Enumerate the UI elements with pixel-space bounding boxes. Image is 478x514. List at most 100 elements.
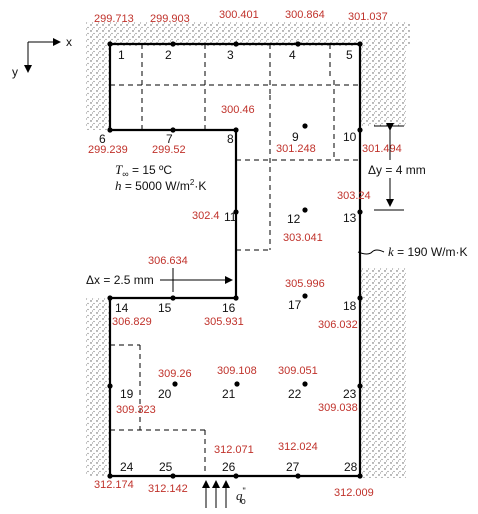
- node-temp-25: 312.142: [148, 483, 188, 495]
- node-label-6: 6: [99, 132, 106, 146]
- insulation-left-top: [86, 22, 110, 130]
- node-label-28: 28: [344, 460, 358, 474]
- node-temp-26: 312.071: [214, 444, 254, 456]
- node-label-19: 19: [120, 387, 134, 401]
- node-dot-19: [107, 383, 113, 389]
- node-label-11: 11: [224, 210, 237, 224]
- node-temp-7: 299.52: [152, 144, 186, 156]
- node-temp-3: 300.401: [219, 9, 259, 21]
- delta-y-label: Δy = 4 mm: [368, 163, 426, 177]
- node-dot-20: [172, 381, 178, 387]
- node-label-14: 14: [115, 301, 129, 315]
- t-infinity-label: T∞ = 15 ºC: [115, 162, 172, 179]
- node-label-24: 24: [120, 460, 134, 474]
- node-dot-27: [295, 473, 301, 479]
- delta-y-dimension: Δy = 4 mm: [368, 123, 426, 211]
- conductivity-annotation: k = 190 W/m·K: [357, 244, 467, 259]
- node-dot-5: [357, 41, 363, 47]
- heat-flux-label: q" o: [236, 486, 246, 506]
- node-temp-2: 299.903: [150, 13, 190, 25]
- node-temp-4: 300.864: [285, 9, 325, 21]
- node-label-26: 26: [222, 460, 236, 474]
- insulation-left-bottom: [86, 298, 110, 476]
- node-label-22: 22: [288, 387, 302, 401]
- heat-flux-annotation: q" o: [202, 480, 246, 508]
- node-dot-22: [302, 381, 308, 387]
- node-temp-19: 309.323: [116, 404, 156, 416]
- node-label-9: 9: [292, 130, 299, 144]
- node-temp-8: 300.46: [221, 104, 255, 116]
- node-label-21: 21: [222, 387, 236, 401]
- node-dot-8: [233, 127, 239, 133]
- node-dot-25: [170, 473, 176, 479]
- node-temp-17: 305.996: [285, 278, 325, 290]
- node-dot-10: [357, 127, 363, 133]
- node-label-3: 3: [227, 48, 234, 62]
- node-dot-11: [233, 209, 239, 215]
- node-label-2: 2: [165, 48, 172, 62]
- node-label-5: 5: [346, 48, 353, 62]
- insulation-right-bottom: [360, 268, 406, 478]
- node-dot-4: [295, 41, 301, 47]
- node-temp-10: 301.494: [362, 143, 402, 155]
- node-temp-14: 306.829: [112, 316, 152, 328]
- node-label-25: 25: [159, 460, 173, 474]
- node-temp-23: 309.038: [318, 402, 358, 414]
- node-dot-12: [302, 207, 308, 213]
- node-temp-24: 312.174: [94, 479, 134, 491]
- node-number-labels: 1 2 3 4 5 6 7 8 9 10 11 12 13 14 15 16 1…: [99, 48, 358, 474]
- insulation-right-top: [360, 22, 406, 126]
- node-label-27: 27: [286, 460, 300, 474]
- node-label-20: 20: [158, 387, 172, 401]
- node-dots: [107, 41, 363, 479]
- node-temp-9: 301.248: [276, 143, 316, 155]
- node-dot-18: [357, 295, 363, 301]
- convection-annotation: T∞ = 15 ºC h = 5000 W/m2·K: [115, 162, 206, 193]
- node-label-10: 10: [343, 130, 357, 144]
- node-label-16: 16: [222, 301, 236, 315]
- node-dot-6: [107, 127, 113, 133]
- node-temp-20: 309.26: [158, 368, 192, 380]
- node-dot-16: [233, 295, 239, 301]
- node-temp-27: 312.024: [278, 441, 318, 453]
- node-label-23: 23: [343, 387, 357, 401]
- node-label-15: 15: [158, 301, 172, 315]
- node-temp-22: 309.051: [278, 365, 318, 377]
- node-temp-5: 301.037: [348, 11, 388, 23]
- node-label-1: 1: [118, 48, 125, 62]
- node-dot-14: [107, 295, 113, 301]
- delta-x-label: Δx = 2.5 mm: [86, 273, 154, 287]
- node-temp-18: 306.032: [318, 319, 358, 331]
- y-axis-label: y: [12, 65, 18, 79]
- node-label-17: 17: [288, 298, 302, 312]
- node-temp-15: 306.634: [148, 255, 188, 267]
- node-temp-6: 299.239: [88, 144, 128, 156]
- node-dot-17: [302, 293, 308, 299]
- node-dot-2: [170, 41, 176, 47]
- node-dot-15: [170, 295, 176, 301]
- x-axis-label: x: [66, 35, 72, 49]
- control-volume-lines: [110, 44, 360, 476]
- h-coefficient-label: h = 5000 W/m2·K: [115, 178, 206, 193]
- delta-x-dimension: Δx = 2.5 mm: [86, 268, 237, 292]
- node-label-18: 18: [343, 299, 357, 313]
- node-label-8: 8: [227, 132, 234, 146]
- node-dot-21: [234, 381, 240, 387]
- node-label-4: 4: [289, 48, 296, 62]
- node-temp-21: 309.108: [217, 365, 257, 377]
- node-dot-26: [233, 473, 239, 479]
- node-dot-7: [170, 127, 176, 133]
- node-dot-24: [107, 473, 113, 479]
- node-label-13: 13: [343, 211, 357, 225]
- insulation-top: [90, 22, 410, 46]
- node-dot-28: [357, 473, 363, 479]
- node-temp-13: 303.24: [337, 190, 371, 202]
- coordinate-axes: x y: [12, 35, 72, 79]
- k-conductivity-label: k = 190 W/m·K: [388, 244, 467, 259]
- node-temp-16: 305.931: [204, 316, 244, 328]
- node-temp-11: 302.4: [192, 210, 220, 222]
- node-dot-9: [302, 123, 308, 129]
- node-temp-28: 312.009: [334, 487, 374, 499]
- node-temp-12: 303.041: [283, 232, 323, 244]
